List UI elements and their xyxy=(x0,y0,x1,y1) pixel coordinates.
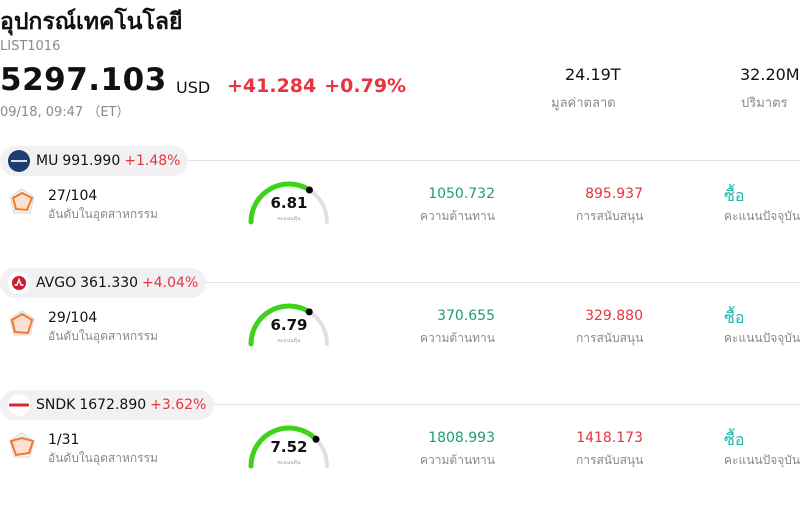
volume-label: ปริมาตร xyxy=(741,96,788,111)
score-value: 6.81 xyxy=(270,194,308,212)
buy-rating[interactable]: ซื้อ xyxy=(724,430,745,449)
score-value: 7.52 xyxy=(270,438,308,456)
stock-price: 1672.890 xyxy=(79,397,147,413)
stock-price: 361.330 xyxy=(80,275,139,291)
stock-symbol: SNDK xyxy=(36,397,76,413)
change-value: +41.284 xyxy=(227,75,317,97)
buy-rating[interactable]: ซื้อ xyxy=(724,308,745,327)
stock-section: MU 991.990 +1.48% 27/104 อันดับในอุตสาหก… xyxy=(0,146,800,268)
stock-change: +1.48% xyxy=(124,153,181,169)
gauge-fill xyxy=(248,303,312,347)
gauge-marker xyxy=(305,186,313,194)
list-code: LIST1016 xyxy=(0,39,61,54)
stock-chip-mu[interactable]: MU 991.990 +1.48% xyxy=(0,146,189,176)
industry-rank-label: อันดับในอุตสาหกรรม xyxy=(48,451,158,465)
support-value: 329.880 xyxy=(585,308,643,324)
market-cap-label: มูลค่าตลาด xyxy=(551,96,616,111)
stock-change: +4.04% xyxy=(142,275,199,291)
industry-rank: 1/31 xyxy=(48,432,80,448)
score-gauge xyxy=(248,425,329,469)
stock-symbol: AVGO xyxy=(36,275,77,291)
change-percent: +0.79% xyxy=(324,75,407,97)
radar-icon xyxy=(9,188,35,214)
score-label: คะแนนหุ้น xyxy=(277,460,301,466)
rating-label: คะแนนปัจจุบัน xyxy=(724,331,800,345)
gauge-fill xyxy=(248,425,319,469)
score-gauge xyxy=(248,303,329,347)
support-value: 1418.173 xyxy=(576,430,643,446)
stock-chip-avgo[interactable]: AVGO 361.330 +4.04% xyxy=(0,268,207,298)
resistance-label: ความต้านทาน xyxy=(420,453,495,467)
score-label: คะแนนหุ้น xyxy=(277,338,301,344)
support-label: การสนับสนุน xyxy=(576,453,644,467)
industry-rank-label: อันดับในอุตสาหกรรม xyxy=(48,329,158,343)
divider xyxy=(0,404,800,405)
industry-rank-label: อันดับในอุตสาหกรรม xyxy=(48,207,158,221)
gauge-marker xyxy=(312,435,320,443)
stock-change: +3.62% xyxy=(150,397,207,413)
score-value: 6.79 xyxy=(270,316,308,334)
rating-label: คะแนนปัจจุบัน xyxy=(724,453,800,467)
currency-label: USD xyxy=(176,78,211,97)
sandisk-logo-icon xyxy=(8,394,30,416)
stock-price: 991.990 xyxy=(62,153,121,169)
index-price: 5297.103 xyxy=(0,62,167,98)
resistance-label: ความต้านทาน xyxy=(420,331,495,345)
broadcom-logo-icon xyxy=(8,272,30,294)
stock-section: SNDK 1672.890 +3.62% 1/31 อันดับในอุตสาห… xyxy=(0,390,800,512)
price-change: +41.284 +0.79% xyxy=(227,75,406,97)
support-label: การสนับสนุน xyxy=(576,209,644,223)
stock-symbol: MU xyxy=(36,153,59,169)
support-label: การสนับสนุน xyxy=(576,331,644,345)
micron-logo-icon xyxy=(8,150,30,172)
industry-rank: 27/104 xyxy=(48,188,98,204)
divider xyxy=(0,160,800,161)
gauge-fill xyxy=(248,181,312,225)
divider xyxy=(0,282,800,283)
volume-value: 32.20M xyxy=(740,65,800,84)
resistance-value: 1050.732 xyxy=(428,186,495,202)
score-gauge xyxy=(248,181,329,225)
radar-icon xyxy=(9,310,35,336)
support-value: 895.937 xyxy=(585,186,643,202)
timestamp: 09/18, 09:47 （ET） xyxy=(0,105,130,120)
resistance-label: ความต้านทาน xyxy=(420,209,495,223)
rating-label: คะแนนปัจจุบัน xyxy=(724,209,800,223)
score-label: คะแนนหุ้น xyxy=(277,216,301,222)
stock-section: AVGO 361.330 +4.04% 29/104 อันดับในอุตสา… xyxy=(0,268,800,390)
buy-rating[interactable]: ซื้อ xyxy=(724,186,745,205)
stock-chip-sndk[interactable]: SNDK 1672.890 +3.62% xyxy=(0,390,215,420)
page-title: อุปกรณ์เทคโนโลยี xyxy=(0,9,183,35)
radar-icon xyxy=(9,432,35,458)
resistance-value: 1808.993 xyxy=(428,430,495,446)
market-cap-value: 24.19T xyxy=(565,65,621,84)
gauge-marker xyxy=(305,308,313,316)
resistance-value: 370.655 xyxy=(437,308,495,324)
industry-rank: 29/104 xyxy=(48,310,98,326)
